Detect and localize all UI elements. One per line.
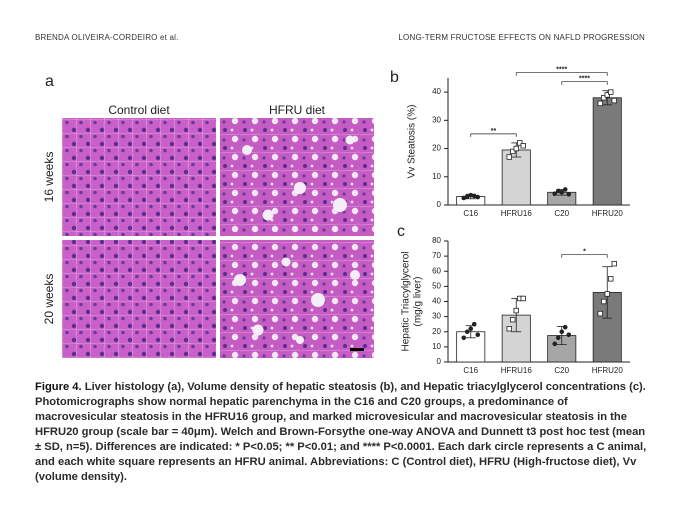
data-point	[517, 140, 523, 146]
data-point	[475, 194, 481, 200]
data-point	[520, 143, 526, 149]
y-tick-label: 10	[432, 342, 441, 351]
significance-bracket	[470, 133, 517, 137]
x-tick-label: C16	[463, 366, 478, 375]
bar	[501, 149, 531, 206]
panel-label: b	[390, 69, 399, 86]
data-point	[559, 329, 565, 335]
y-axis-label: (mg/g liver)	[413, 276, 424, 326]
significance-label: ****	[556, 67, 567, 74]
data-point	[601, 95, 607, 101]
scale-bar	[350, 348, 364, 351]
data-point	[475, 332, 481, 338]
data-point	[597, 310, 603, 317]
y-axis-label: Hepatic Triacylglycerol	[401, 251, 412, 351]
column-label: HFRU diet	[269, 103, 326, 117]
panel-label: c	[397, 223, 405, 240]
y-tick-label: 20	[432, 144, 441, 153]
data-point	[604, 92, 610, 98]
x-tick-label: HFRU20	[592, 209, 624, 218]
caption: Figure 4. Liver histology (a), Volume de…	[35, 380, 647, 485]
data-point	[510, 148, 516, 155]
y-tick-label: 40	[432, 297, 441, 306]
significance-bracket	[561, 254, 608, 258]
significance-label: *	[583, 249, 586, 256]
data-point	[555, 335, 561, 341]
data-point	[562, 187, 568, 192]
y-tick-label: 30	[432, 312, 441, 321]
data-point	[597, 100, 603, 107]
x-tick-label: C20	[554, 209, 569, 218]
data-point	[520, 295, 526, 302]
data-point	[513, 307, 519, 314]
data-point	[566, 332, 572, 338]
data-point	[608, 89, 614, 95]
x-tick-label: HFRU16	[501, 209, 533, 218]
data-point	[506, 154, 512, 160]
data-point	[468, 192, 474, 198]
data-point	[464, 329, 470, 335]
significance-label: **	[491, 128, 497, 135]
y-tick-label: 0	[437, 357, 442, 366]
y-tick-label: 70	[432, 251, 441, 260]
data-point	[513, 145, 519, 152]
y-axis-label: Vv Steatosis (%)	[407, 105, 418, 179]
significance-bracket	[515, 72, 608, 76]
micrograph	[62, 240, 216, 358]
data-point	[611, 260, 617, 267]
y-tick-label: 60	[432, 266, 441, 275]
x-tick-label: C20	[554, 366, 569, 375]
row-label: 20 weeks	[42, 274, 56, 325]
x-tick-label: C16	[463, 209, 478, 218]
data-point	[601, 298, 607, 305]
header-right: LONG-TERM FRUCTOSE EFFECTS ON NAFLD PROG…	[398, 33, 645, 42]
y-tick-label: 50	[432, 281, 441, 290]
panel-label: a	[45, 73, 54, 90]
data-point	[510, 316, 516, 323]
caption-text: Liver histology (a), Volume density of h…	[35, 381, 647, 483]
data-point	[552, 191, 558, 197]
y-tick-label: 0	[437, 200, 442, 209]
significance-bracket	[561, 81, 608, 85]
data-point	[604, 291, 610, 297]
data-point	[555, 188, 561, 194]
data-point	[461, 195, 467, 201]
data-point	[552, 341, 558, 347]
bar	[592, 97, 622, 206]
data-point	[461, 335, 467, 341]
data-point	[471, 193, 477, 199]
data-point	[562, 324, 568, 330]
significance-label: ****	[579, 76, 590, 83]
data-point	[608, 276, 614, 282]
data-point	[611, 97, 617, 104]
y-tick-label: 40	[432, 87, 441, 96]
x-tick-label: HFRU16	[501, 366, 533, 375]
caption-label: Figure 4.	[35, 381, 82, 393]
row-label: 16 weeks	[42, 152, 56, 203]
data-point	[464, 194, 470, 199]
x-tick-label: HFRU20	[592, 366, 624, 375]
data-point	[468, 326, 474, 332]
y-tick-label: 80	[432, 236, 441, 245]
y-tick-label: 30	[432, 115, 441, 124]
header-left: BRENDA OLIVEIRA-CORDEIRO et al.	[35, 33, 179, 42]
micrograph	[62, 118, 216, 236]
data-point	[506, 326, 512, 332]
y-tick-label: 20	[432, 327, 441, 336]
y-tick-label: 10	[432, 172, 441, 181]
column-label: Control diet	[108, 103, 170, 117]
data-point	[566, 191, 572, 197]
vacuoles	[234, 135, 360, 344]
data-point	[559, 190, 565, 195]
data-point	[471, 321, 477, 327]
